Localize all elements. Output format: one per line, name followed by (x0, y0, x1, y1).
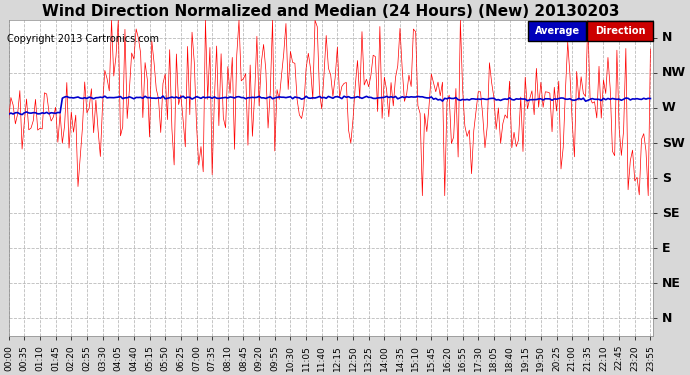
Text: Copyright 2013 Cartronics.com: Copyright 2013 Cartronics.com (7, 34, 159, 44)
Title: Wind Direction Normalized and Median (24 Hours) (New) 20130203: Wind Direction Normalized and Median (24… (42, 4, 620, 19)
Text: Average: Average (535, 26, 580, 36)
Text: Direction: Direction (595, 26, 645, 36)
